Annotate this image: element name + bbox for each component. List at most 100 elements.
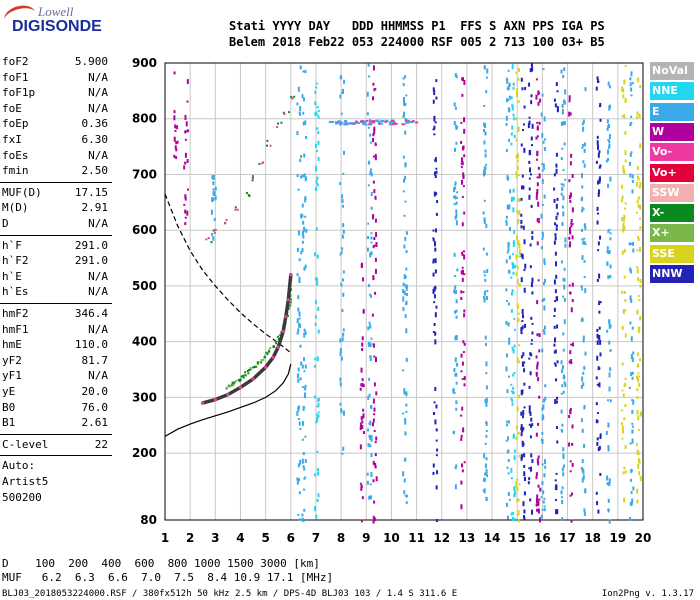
echo-dot xyxy=(528,120,531,125)
echo-dot xyxy=(553,307,556,312)
x-trace-dot xyxy=(275,342,278,345)
echo-dot xyxy=(340,112,343,115)
echo-dot xyxy=(314,506,317,512)
echo-dot xyxy=(455,124,458,128)
echo-dot xyxy=(621,437,624,440)
echo-dot xyxy=(555,509,558,515)
echo-dot xyxy=(361,424,364,429)
echo-dot xyxy=(516,498,519,503)
echo-dot xyxy=(544,396,547,401)
x-trace-dot xyxy=(237,378,240,381)
echo-dot xyxy=(463,211,466,215)
echo-dot xyxy=(542,404,545,410)
param-value: N/A xyxy=(88,369,108,383)
es-echo-dot xyxy=(337,120,341,123)
echo-dot xyxy=(183,203,186,206)
param-row: B0 76.0 xyxy=(2,401,108,419)
echo-dot xyxy=(461,377,464,380)
echo-dot xyxy=(366,91,369,97)
echo-dot xyxy=(582,126,585,132)
echo-dot xyxy=(608,134,611,140)
echo-dot xyxy=(367,395,370,400)
echo-dot xyxy=(568,226,571,232)
echo-dot xyxy=(556,360,559,364)
echo-dot xyxy=(461,161,464,166)
echo-dot xyxy=(317,411,320,414)
echo-dot xyxy=(528,423,531,426)
echo-dot xyxy=(568,244,571,248)
echo-dot xyxy=(454,106,457,110)
echo-dot xyxy=(513,134,516,138)
echo-dot xyxy=(302,465,305,469)
echo-dot xyxy=(527,123,530,129)
echo-dot xyxy=(297,406,300,412)
x-trace-dot xyxy=(289,293,292,296)
echo-dot xyxy=(607,157,610,161)
echo-dot xyxy=(624,159,627,163)
echo-dot xyxy=(536,135,539,138)
echo-dot xyxy=(568,100,571,103)
echo-dot xyxy=(598,300,601,304)
echo-dot xyxy=(639,226,642,230)
echo-dot xyxy=(607,447,610,452)
echo-dot xyxy=(531,235,534,240)
echo-dot xyxy=(315,416,318,422)
echo-dot xyxy=(296,373,299,379)
echo-dot xyxy=(543,258,546,264)
echo-dot xyxy=(512,241,515,247)
echo-dot xyxy=(455,213,458,218)
param-key: 500200 xyxy=(2,490,42,504)
echo-dot xyxy=(296,247,299,252)
echo-dot xyxy=(622,309,625,315)
echo-dot xyxy=(454,275,457,278)
echo-dot xyxy=(637,294,640,297)
echo-dot xyxy=(485,496,488,501)
echo-dot xyxy=(516,486,519,491)
echo-dot xyxy=(317,398,320,403)
echo-dot xyxy=(562,111,565,115)
echo-dot xyxy=(523,269,526,272)
echo-dot xyxy=(517,305,520,309)
echo-dot xyxy=(297,230,300,236)
echo-dot xyxy=(175,148,178,152)
echo-dot xyxy=(637,329,640,334)
echo-dot xyxy=(609,85,612,89)
echo-dot xyxy=(296,480,299,484)
echo-dot xyxy=(606,482,609,486)
param-value: N/A xyxy=(88,148,108,162)
echo-dot xyxy=(340,251,343,255)
echo-dot xyxy=(571,299,574,303)
f2-hop-dot xyxy=(251,179,254,182)
echo-dot xyxy=(555,472,558,475)
echo-dot xyxy=(185,121,188,127)
echo-dot xyxy=(542,490,545,495)
x-trace-dot xyxy=(289,301,292,304)
echo-dot xyxy=(596,355,599,361)
echo-dot xyxy=(508,498,511,501)
legend-item: X+ xyxy=(650,224,694,243)
param-key: D xyxy=(2,217,9,230)
echo-dot xyxy=(536,333,539,337)
echo-dot xyxy=(405,328,408,334)
echo-dot xyxy=(569,241,572,247)
echo-dot xyxy=(516,129,519,132)
echo-dot xyxy=(460,480,463,485)
echo-dot xyxy=(599,472,602,476)
echo-dot xyxy=(405,267,408,271)
legend-item: Vo- xyxy=(650,143,694,162)
x-trace-dot xyxy=(230,384,233,387)
echo-dot xyxy=(562,75,565,79)
echo-dot xyxy=(301,214,304,218)
echo-dot xyxy=(598,273,601,279)
echo-dot xyxy=(609,275,612,279)
echo-dot xyxy=(512,82,515,86)
echo-dot xyxy=(483,297,486,301)
echo-dot xyxy=(541,232,544,238)
echo-dot xyxy=(530,466,533,472)
echo-dot xyxy=(582,160,585,164)
echo-dot xyxy=(630,354,633,360)
echo-dot xyxy=(505,502,508,507)
echo-dot xyxy=(298,311,301,317)
echo-dot xyxy=(371,137,374,142)
echo-dot xyxy=(301,94,304,99)
